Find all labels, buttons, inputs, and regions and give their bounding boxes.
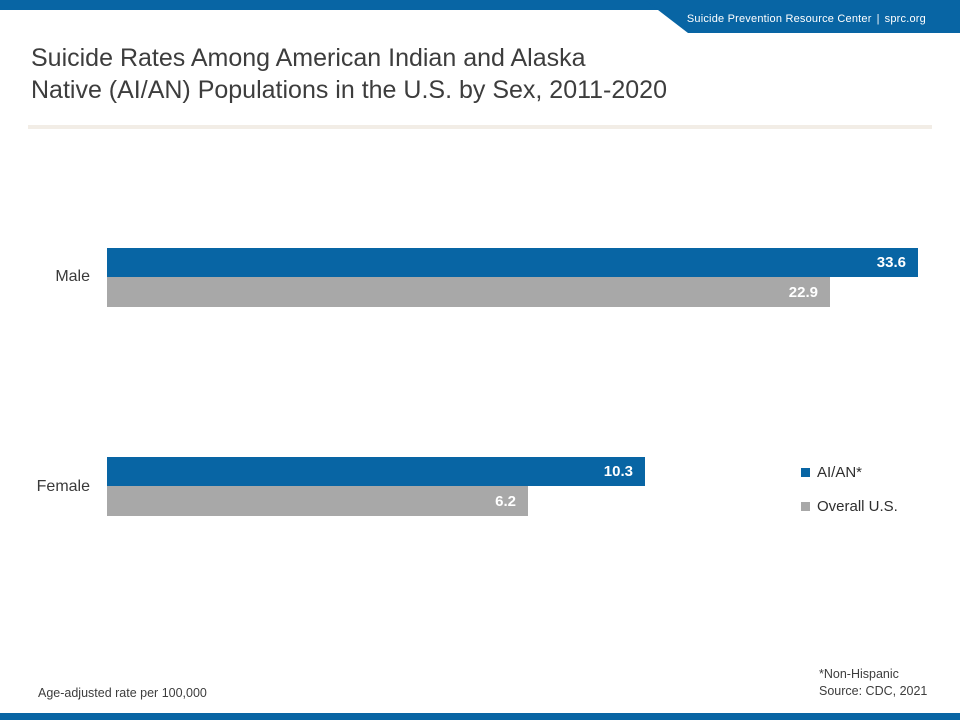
bar-male-overall-us: 22.9 xyxy=(107,277,830,307)
bar-female-aian: 10.3 xyxy=(107,457,645,486)
footer-bar xyxy=(0,713,960,720)
banner-org-text: Suicide Prevention Resource Center xyxy=(686,12,872,25)
category-label-female: Female xyxy=(36,478,90,495)
bar-value-label: 22.9 xyxy=(788,283,818,301)
bar-value-label: 33.6 xyxy=(876,254,906,271)
banner-site-text: sprc.org xyxy=(884,12,926,25)
bar-female-overall-us: 6.2 xyxy=(107,486,528,516)
brand-banner: Suicide Prevention Resource Center | spr… xyxy=(645,0,960,33)
legend-swatch-overall-us-icon xyxy=(801,501,810,511)
title-line-2: Native (AI/AN) Populations in the U.S. b… xyxy=(31,76,667,104)
page-title: Suicide Rates Among American Indian and … xyxy=(31,42,667,106)
bar-male-aian: 33.6 xyxy=(107,248,918,277)
title-divider xyxy=(28,125,932,129)
brand-bar xyxy=(0,0,960,10)
footnote-non-hispanic: *Non-Hispanic xyxy=(819,667,899,681)
legend-swatch-aian-icon xyxy=(801,467,810,477)
footnote-source-block: *Non-Hispanic Source: CDC, 2021 xyxy=(819,666,927,700)
footnote-source: Source: CDC, 2021 xyxy=(819,684,928,698)
footnote-rate: Age-adjusted rate per 100,000 xyxy=(38,686,207,700)
bar-value-label: 10.3 xyxy=(603,463,633,480)
banner-separator: | xyxy=(876,12,880,25)
legend-label-overall-us: Overall U.S. xyxy=(817,497,898,515)
legend-item-aian: AI/AN* xyxy=(801,462,898,482)
category-label-male: Male xyxy=(55,268,90,285)
bar-value-label: 6.2 xyxy=(495,492,516,510)
legend: AI/AN* Overall U.S. xyxy=(801,462,898,530)
legend-label-aian: AI/AN* xyxy=(817,463,863,481)
title-line-1: Suicide Rates Among American Indian and … xyxy=(31,44,586,72)
legend-item-overall-us: Overall U.S. xyxy=(801,496,898,516)
